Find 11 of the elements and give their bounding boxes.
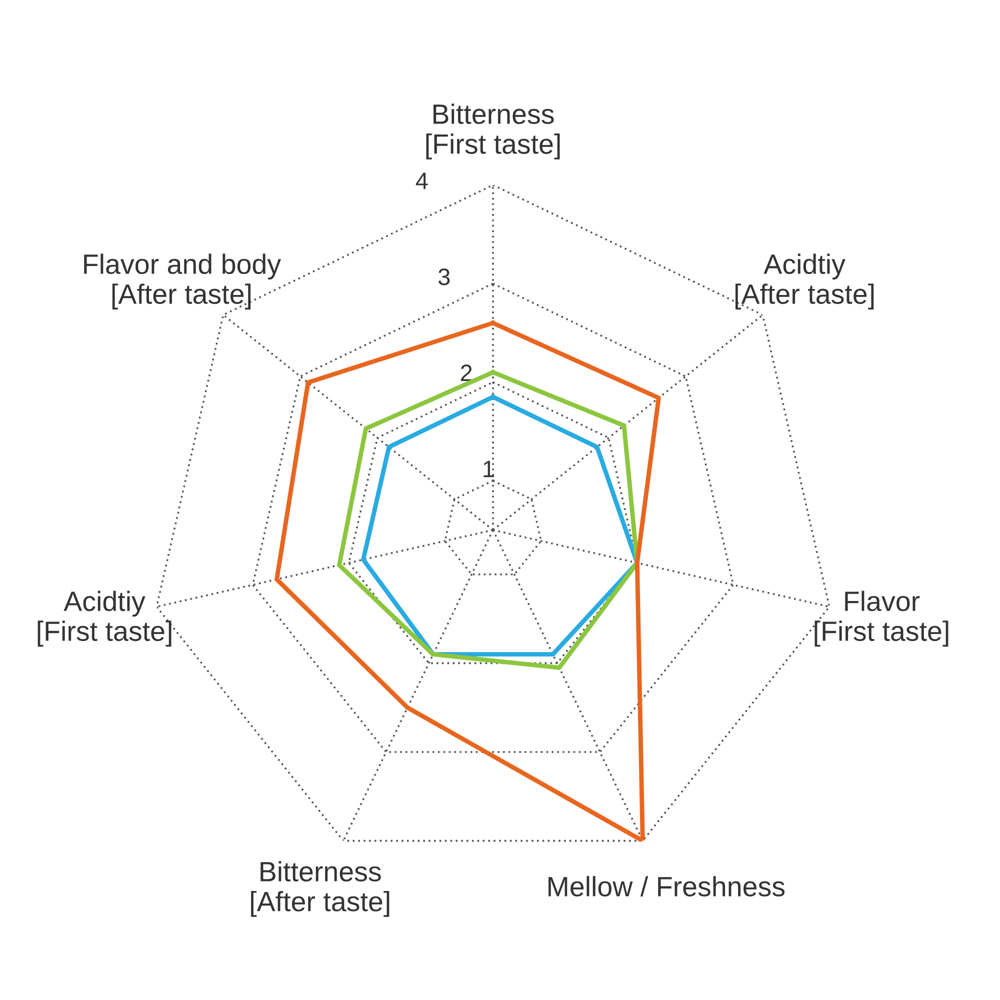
spoke-label: Mellow / Freshness xyxy=(548,876,785,896)
y-tick-label: 1 xyxy=(484,460,494,478)
spoke-label: Flavor and body [After taste] xyxy=(84,254,282,310)
spoke-label: Flavor [First taste] xyxy=(814,590,948,647)
spoke-label: Acidtiy [First taste] xyxy=(38,590,172,647)
spoke-label: Bitterness [After taste] xyxy=(251,861,390,917)
y-tick-label: 3 xyxy=(438,268,450,286)
spoke-label: Acidtiy [After taste] xyxy=(736,254,874,310)
y-tick-label: 4 xyxy=(416,172,428,189)
spoke-label: Bitterness [First taste] xyxy=(426,104,560,160)
y-tick-label: 2 xyxy=(460,364,472,382)
